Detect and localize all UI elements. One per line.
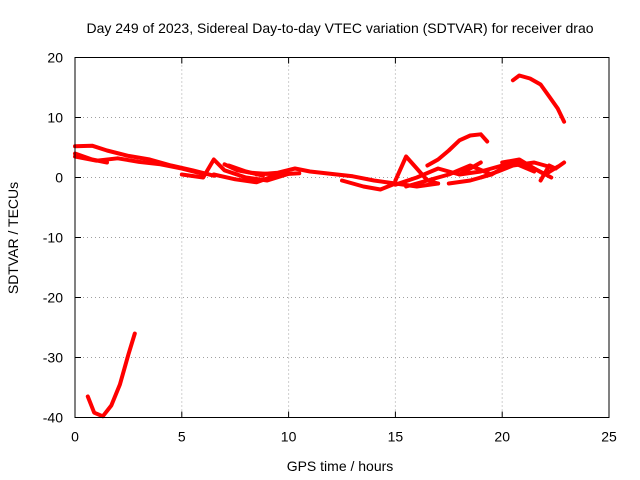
y-tick-label: -20 xyxy=(43,290,63,306)
grid-lines xyxy=(75,57,609,418)
series-arc-3 xyxy=(73,151,109,165)
x-tick-label: 10 xyxy=(281,429,297,445)
y-tick-label: 20 xyxy=(47,50,63,66)
data-series xyxy=(73,73,567,419)
y-tick-label: -40 xyxy=(43,410,63,426)
series-arc-9 xyxy=(254,166,398,186)
series-arc-10 xyxy=(340,178,441,192)
series-arc-12 xyxy=(393,160,483,187)
x-tick-label: 5 xyxy=(178,429,186,445)
series-arc-18 xyxy=(500,157,560,177)
y-tick-label: 0 xyxy=(55,170,63,186)
series-arc-20 xyxy=(510,73,567,124)
y-axis-label: SDTVAR / TECUs xyxy=(5,182,21,294)
series-arc-14 xyxy=(425,132,490,168)
series-arc-2 xyxy=(73,143,216,178)
series-arc-13 xyxy=(404,163,494,189)
x-tick-label: 0 xyxy=(71,429,79,445)
x-tick-label: 25 xyxy=(601,429,617,445)
y-tick-label: -10 xyxy=(43,230,63,246)
series-arc-19 xyxy=(538,163,558,183)
x-axis-label: GPS time / hours xyxy=(287,458,394,474)
y-tick-label: 10 xyxy=(47,110,63,126)
axis-ticks: 0 5 10 15 20 25 -40 -30 -20 -10 0 10 20 xyxy=(43,50,617,445)
series-arc-4 xyxy=(85,331,137,419)
chart-title: Day 249 of 2023, Sidereal Day-to-day VTE… xyxy=(86,20,593,36)
y-tick-label: -30 xyxy=(43,350,63,366)
x-tick-label: 20 xyxy=(494,429,510,445)
x-tick-label: 15 xyxy=(388,429,404,445)
